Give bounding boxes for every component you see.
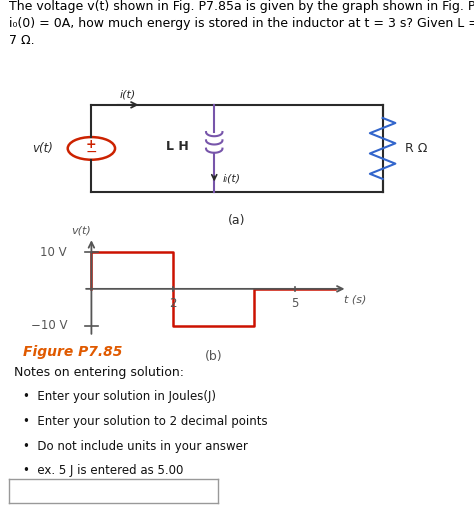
- Text: iₗ(t): iₗ(t): [222, 174, 241, 184]
- Text: (a): (a): [228, 214, 246, 227]
- Text: t (s): t (s): [344, 294, 367, 304]
- Text: •  ex. 5 J is entered as 5.00: • ex. 5 J is entered as 5.00: [23, 464, 183, 477]
- Text: L H: L H: [166, 140, 189, 153]
- Text: R Ω: R Ω: [405, 142, 428, 155]
- Text: 2: 2: [169, 297, 176, 310]
- Text: (b): (b): [204, 350, 222, 363]
- Text: The voltage v(t) shown in Fig. P7.85a is given by the graph shown in Fig. P7.85b: The voltage v(t) shown in Fig. P7.85a is…: [9, 0, 474, 47]
- Text: v(t): v(t): [72, 226, 91, 236]
- Text: •  Enter your solution in Joules(J): • Enter your solution in Joules(J): [23, 390, 216, 403]
- Text: −10 V: −10 V: [30, 319, 67, 332]
- Text: Notes on entering solution:: Notes on entering solution:: [14, 366, 184, 379]
- Text: v(t): v(t): [32, 142, 53, 155]
- Text: −: −: [86, 145, 97, 160]
- Text: +: +: [86, 138, 97, 151]
- Text: Figure P7.85: Figure P7.85: [23, 345, 122, 359]
- Text: 5: 5: [291, 297, 298, 310]
- Text: •  Do not include units in your answer: • Do not include units in your answer: [23, 439, 248, 453]
- Text: 10 V: 10 V: [40, 245, 67, 259]
- Text: •  Enter your solution to 2 decimal points: • Enter your solution to 2 decimal point…: [23, 415, 268, 428]
- Text: i(t): i(t): [119, 89, 136, 100]
